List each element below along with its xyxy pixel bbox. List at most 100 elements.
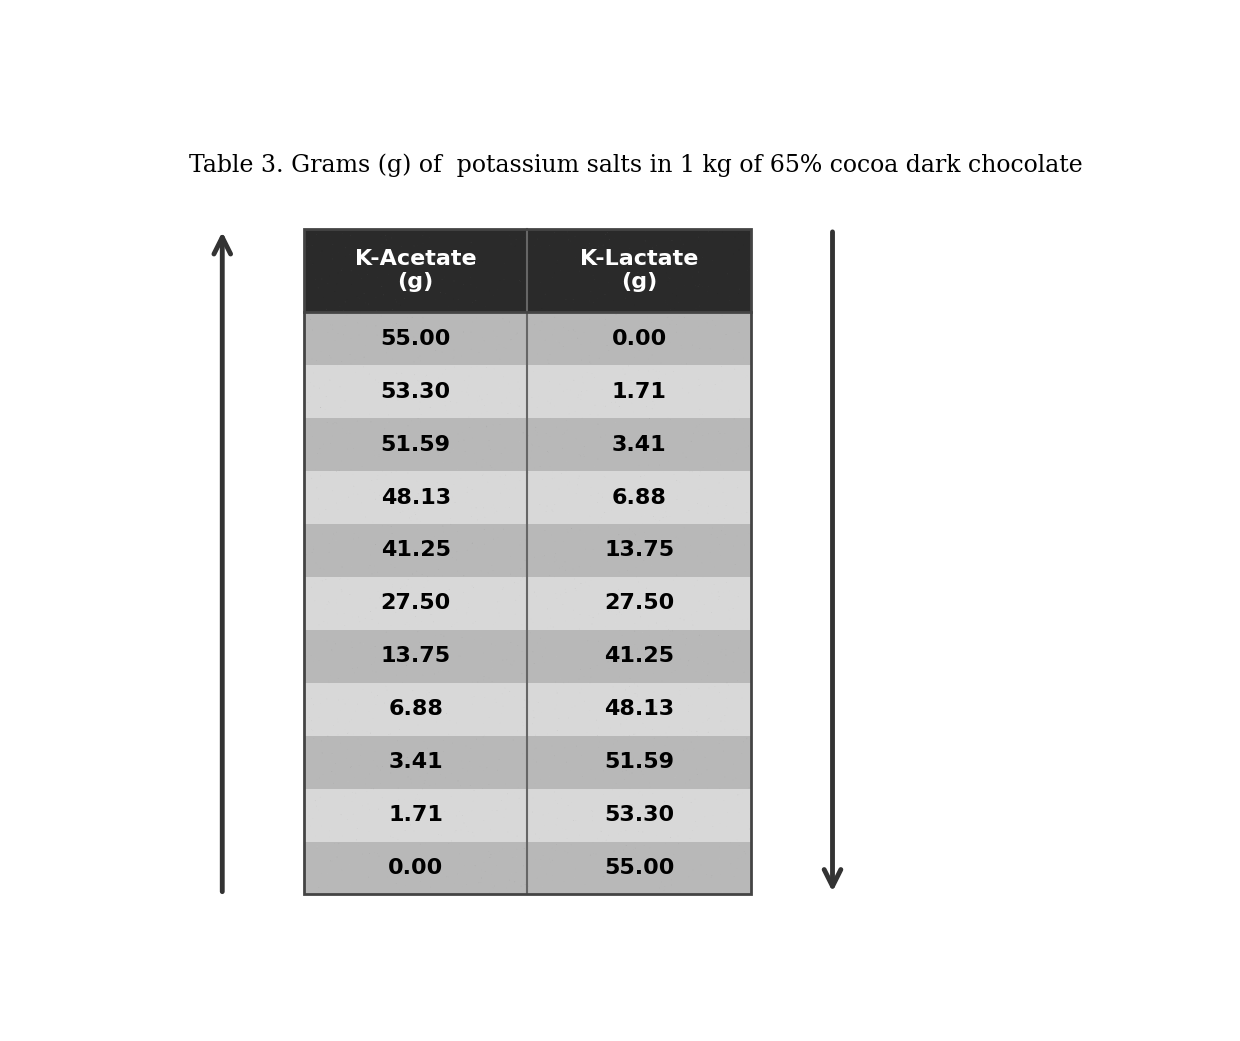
Point <box>541 854 560 870</box>
Point <box>326 463 346 480</box>
Point <box>694 809 714 826</box>
Point <box>605 614 625 631</box>
Point <box>487 503 507 519</box>
Point <box>562 837 582 854</box>
Point <box>389 541 409 558</box>
Point <box>583 541 603 558</box>
Point <box>490 608 510 625</box>
Point <box>621 334 641 351</box>
Point <box>621 373 641 389</box>
Point <box>671 651 691 667</box>
Point <box>616 710 636 727</box>
Point <box>346 785 366 802</box>
Point <box>547 722 567 739</box>
Point <box>528 694 548 711</box>
Point <box>630 382 650 399</box>
Point <box>673 304 693 321</box>
Point <box>734 733 754 750</box>
Point <box>698 656 718 672</box>
Point <box>727 528 746 544</box>
Point <box>372 463 392 480</box>
Point <box>591 558 611 575</box>
Point <box>403 700 423 716</box>
Point <box>329 714 348 731</box>
Point <box>556 821 575 838</box>
Point <box>546 842 565 859</box>
Point <box>559 398 579 414</box>
Point <box>569 366 589 383</box>
Point <box>414 387 434 404</box>
Point <box>627 678 647 694</box>
Point <box>311 573 331 589</box>
Point <box>389 791 409 808</box>
Point <box>295 553 315 569</box>
Point <box>496 776 516 792</box>
Point <box>678 853 698 869</box>
Point <box>332 421 352 437</box>
Point <box>564 845 584 862</box>
Point <box>401 271 420 287</box>
Point <box>412 534 432 551</box>
Point <box>444 231 464 248</box>
Point <box>635 750 655 766</box>
Point <box>366 696 386 713</box>
Point <box>336 434 356 451</box>
Point <box>625 726 645 742</box>
Point <box>408 372 428 388</box>
Point <box>511 560 531 577</box>
Point <box>549 545 569 562</box>
Point <box>512 446 532 462</box>
Point <box>725 361 745 378</box>
Point <box>383 807 403 823</box>
Point <box>689 377 709 393</box>
Point <box>620 588 640 605</box>
Point <box>568 389 588 406</box>
Point <box>658 409 678 426</box>
Text: 0.00: 0.00 <box>611 329 667 349</box>
Point <box>645 511 665 528</box>
Point <box>725 556 745 573</box>
Point <box>393 677 413 693</box>
Point <box>321 378 341 395</box>
Point <box>397 807 417 823</box>
Point <box>635 731 655 747</box>
Point <box>314 436 334 453</box>
Point <box>365 484 384 501</box>
Point <box>629 362 649 379</box>
Point <box>485 501 505 517</box>
Point <box>671 329 691 346</box>
Point <box>528 388 548 405</box>
Point <box>727 860 746 877</box>
Point <box>689 680 709 696</box>
Point <box>554 383 574 400</box>
Point <box>619 728 639 744</box>
Point <box>661 830 681 846</box>
Point <box>698 712 718 729</box>
Text: 27.50: 27.50 <box>381 593 451 613</box>
Point <box>439 726 459 742</box>
Point <box>708 285 728 302</box>
Point <box>412 646 432 663</box>
Point <box>682 222 702 238</box>
Point <box>477 403 497 420</box>
Point <box>572 383 591 400</box>
Point <box>326 756 346 772</box>
Point <box>445 616 465 633</box>
Point <box>600 231 620 248</box>
Point <box>466 293 486 309</box>
Point <box>312 271 332 287</box>
Point <box>361 603 381 619</box>
Point <box>525 549 544 565</box>
Point <box>647 256 667 273</box>
Point <box>536 440 556 457</box>
Point <box>556 561 575 578</box>
Point <box>453 760 472 777</box>
Point <box>636 382 656 399</box>
Point <box>510 416 529 433</box>
Point <box>464 288 484 305</box>
Point <box>598 654 618 670</box>
Point <box>673 425 693 441</box>
Point <box>450 699 470 715</box>
Point <box>666 770 686 787</box>
Point <box>399 493 419 510</box>
